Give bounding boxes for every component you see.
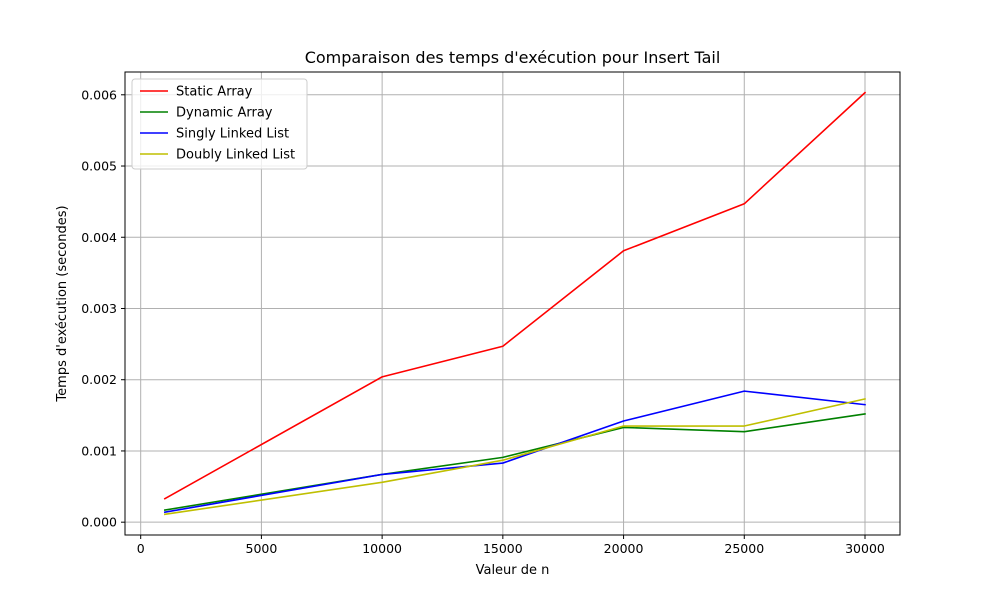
legend-label-singly-linked-list: Singly Linked List bbox=[176, 127, 289, 142]
series-line-static-array bbox=[163, 91, 867, 500]
legend: Static Array Dynamic Array Singly Linked L… bbox=[131, 78, 308, 170]
y-axis-label: Temps d'exécution (secondes) bbox=[55, 205, 70, 402]
plot-frame bbox=[124, 71, 901, 536]
grid bbox=[125, 72, 900, 535]
x-tick-label: 0 bbox=[137, 541, 145, 556]
x-tick-label: 5000 bbox=[246, 541, 278, 556]
legend-label-doubly-linked-list: Doubly Linked List bbox=[176, 148, 295, 163]
y-tick-label: 0.004 bbox=[81, 230, 117, 245]
x-tick-label: 10000 bbox=[362, 541, 402, 556]
x-tick-label: 15000 bbox=[483, 541, 523, 556]
ticks: 0 5000 10000 15000 20000 25000 30000 0.000 0.001… bbox=[81, 87, 885, 556]
x-axis-label: Valeur de n bbox=[476, 563, 550, 578]
y-tick-label: 0.002 bbox=[81, 372, 117, 387]
legend-box bbox=[131, 78, 308, 170]
y-tick-label: 0.001 bbox=[81, 443, 117, 458]
y-tick-label: 0.003 bbox=[81, 301, 117, 316]
y-tick-label: 0.005 bbox=[81, 159, 117, 174]
y-tick-label: 0.006 bbox=[81, 87, 117, 102]
chart-title: Comparaison des temps d'exécution pour I… bbox=[305, 48, 721, 67]
legend-label-static-array: Static Array bbox=[176, 85, 253, 100]
legend-label-dynamic-array: Dynamic Array bbox=[176, 106, 273, 121]
series-line-singly-linked-list bbox=[163, 390, 866, 514]
series-line-doubly-linked-list bbox=[163, 397, 866, 516]
x-tick-label: 20000 bbox=[604, 541, 644, 556]
series-lines bbox=[163, 91, 867, 516]
y-tick-label: 0.000 bbox=[81, 515, 117, 530]
x-tick-label: 30000 bbox=[845, 541, 885, 556]
x-tick-label: 25000 bbox=[724, 541, 764, 556]
